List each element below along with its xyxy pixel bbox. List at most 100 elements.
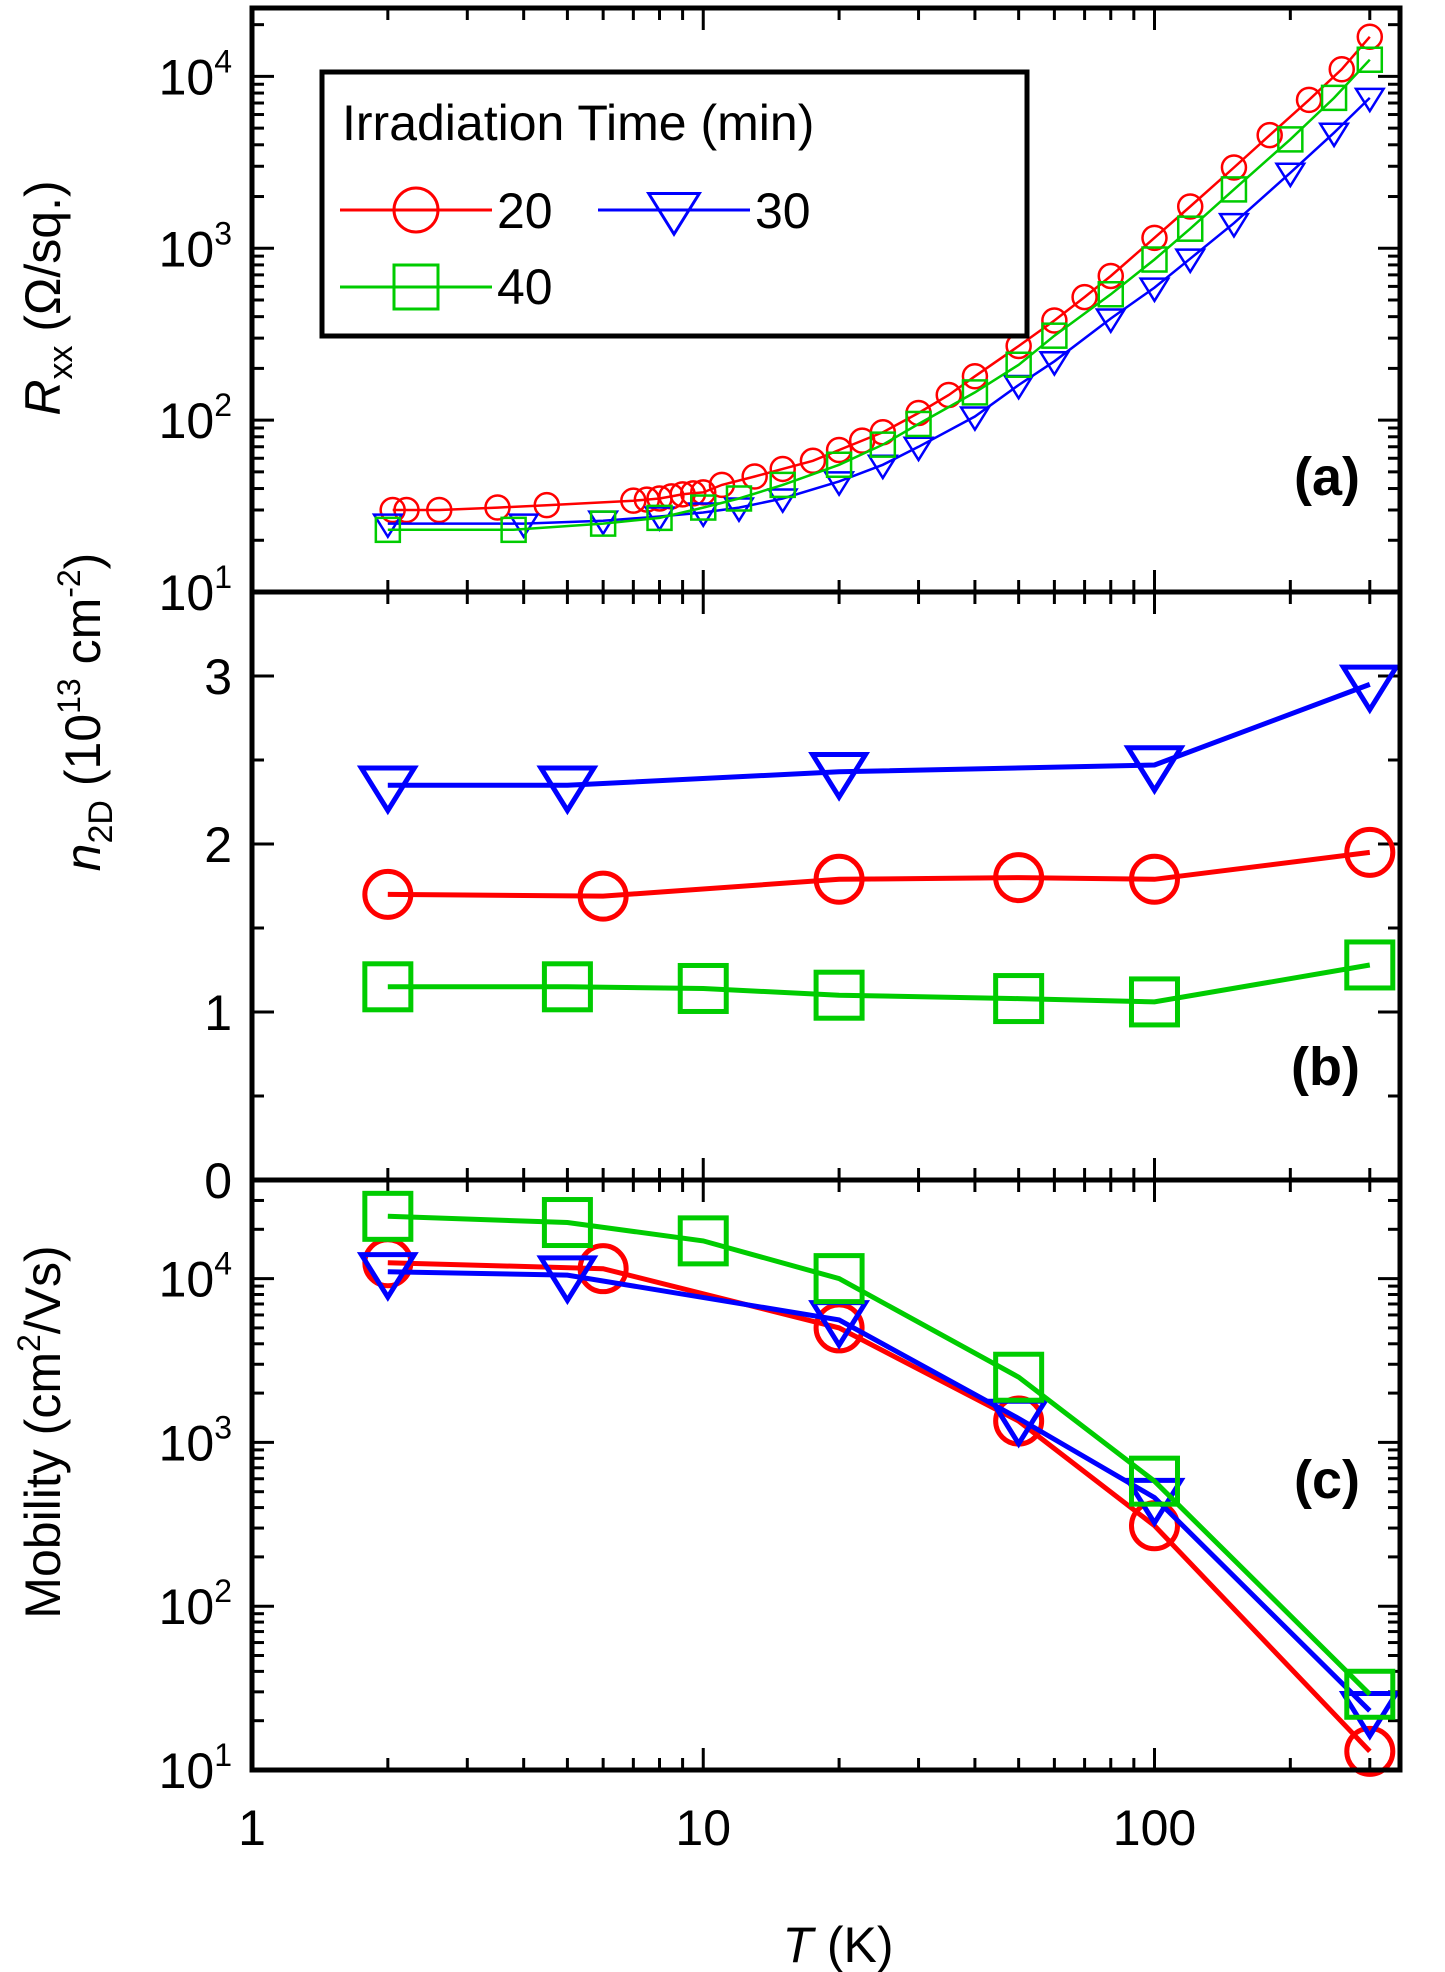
- data-point: [1256, 121, 1283, 149]
- data-point: [1344, 1668, 1396, 1720]
- data-point: [1041, 307, 1068, 334]
- data-point: [961, 379, 989, 406]
- y-tick-label: 102: [159, 387, 232, 449]
- x-tick-label: 100: [1113, 1800, 1196, 1856]
- data-point: [1094, 308, 1127, 335]
- data-point: [362, 868, 414, 920]
- data-point: [869, 431, 897, 458]
- y-tick-label: 103: [159, 215, 232, 277]
- data-point: [825, 451, 853, 479]
- data-point: [813, 1253, 865, 1305]
- data-point: [1295, 86, 1323, 114]
- data-point: [374, 516, 402, 544]
- series-c-20: [362, 1237, 1396, 1777]
- data-point: [362, 961, 414, 1013]
- panels: 101 102 103 104 0 1 2 3 101 102 103 104 1 10 100: [159, 5, 1403, 1856]
- series-b-20: [362, 826, 1396, 922]
- panel-label-b: (b): [1291, 1037, 1360, 1097]
- data-point: [1220, 154, 1248, 181]
- data-point: [799, 447, 827, 475]
- data-point: [1356, 23, 1384, 51]
- data-point: [533, 491, 561, 519]
- data-point: [1320, 84, 1348, 112]
- series-b-40: [362, 939, 1396, 1028]
- data-point: [620, 487, 647, 514]
- y-axis-title-c: Mobility (cm2/Vs): [11, 1245, 71, 1618]
- x-axis-title: T (K): [782, 1917, 893, 1972]
- data-point: [1176, 215, 1204, 242]
- data-point: [689, 494, 717, 521]
- legend-label-40: 40: [497, 259, 553, 315]
- data-point: [577, 1243, 629, 1295]
- series-b-30: [356, 664, 1401, 816]
- data-point: [1220, 176, 1248, 203]
- data-point: [536, 1255, 599, 1306]
- y-tick-label: 104: [159, 1246, 232, 1308]
- data-point: [1274, 162, 1307, 189]
- data-point: [356, 765, 419, 816]
- legend-label-20: 20: [497, 183, 553, 239]
- series-a-40: [374, 46, 1384, 544]
- data-point: [813, 969, 865, 1021]
- data-point: [646, 504, 673, 532]
- data-point: [1344, 826, 1396, 878]
- legend-symbol-40: [340, 263, 492, 311]
- data-point: [1128, 1455, 1180, 1507]
- data-point: [958, 406, 991, 433]
- data-point: [725, 485, 753, 512]
- data-point: [577, 870, 629, 922]
- data-point: [484, 494, 511, 521]
- data-point: [708, 471, 736, 499]
- data-point: [541, 1197, 593, 1249]
- plot-frame-c: [249, 1177, 1403, 1773]
- data-point: [536, 765, 599, 816]
- legend-marker: [646, 192, 702, 238]
- data-point: [1123, 745, 1186, 796]
- data-point: [1277, 126, 1304, 153]
- data-point: [1038, 351, 1071, 377]
- data-point: [1071, 283, 1098, 311]
- data-point: [823, 471, 856, 497]
- series-line: [387, 1260, 1372, 1754]
- data-point: [426, 496, 453, 524]
- data-point: [1356, 46, 1384, 73]
- panel-label-a: (a): [1294, 447, 1360, 507]
- series-line: [387, 682, 1371, 788]
- data-point: [993, 1351, 1045, 1403]
- data-point: [1338, 664, 1401, 715]
- panel-label-c: (c): [1294, 1450, 1360, 1510]
- data-point: [677, 962, 729, 1014]
- data-point: [356, 1252, 419, 1302]
- data-point: [500, 516, 527, 544]
- data-point: [679, 480, 707, 507]
- y-tick-label: 101: [159, 1737, 232, 1799]
- data-point: [993, 852, 1045, 904]
- data-point: [741, 463, 768, 490]
- data-point: [1141, 246, 1168, 273]
- x-tick-label: 10: [675, 1800, 731, 1856]
- data-point: [1174, 248, 1207, 275]
- y-tick-label: 3: [204, 649, 232, 705]
- y-tick-label: 101: [159, 559, 232, 621]
- legend: Irradiation Time (min) 20 30 40: [319, 69, 1030, 339]
- y-tick-label: 103: [159, 1409, 232, 1471]
- data-point: [677, 1215, 729, 1267]
- data-point: [1041, 322, 1068, 349]
- data-point: [507, 513, 540, 540]
- data-point: [1097, 262, 1125, 290]
- data-point: [362, 1190, 414, 1242]
- data-point: [766, 488, 799, 515]
- y-axis-title-b: n2D (1013 cm-2): [51, 553, 120, 872]
- y-tick-label: 104: [159, 43, 232, 105]
- data-point: [866, 454, 899, 481]
- data-point: [393, 496, 420, 524]
- data-point: [905, 410, 932, 438]
- legend-marker: [392, 186, 440, 234]
- series-line: [387, 58, 1371, 532]
- data-point: [961, 363, 989, 390]
- data-point: [902, 436, 935, 463]
- y-tick-label: 0: [204, 1153, 232, 1209]
- y-tick-label: 102: [159, 1573, 232, 1635]
- y-tick-label: 1: [204, 985, 232, 1041]
- data-point: [1128, 976, 1180, 1028]
